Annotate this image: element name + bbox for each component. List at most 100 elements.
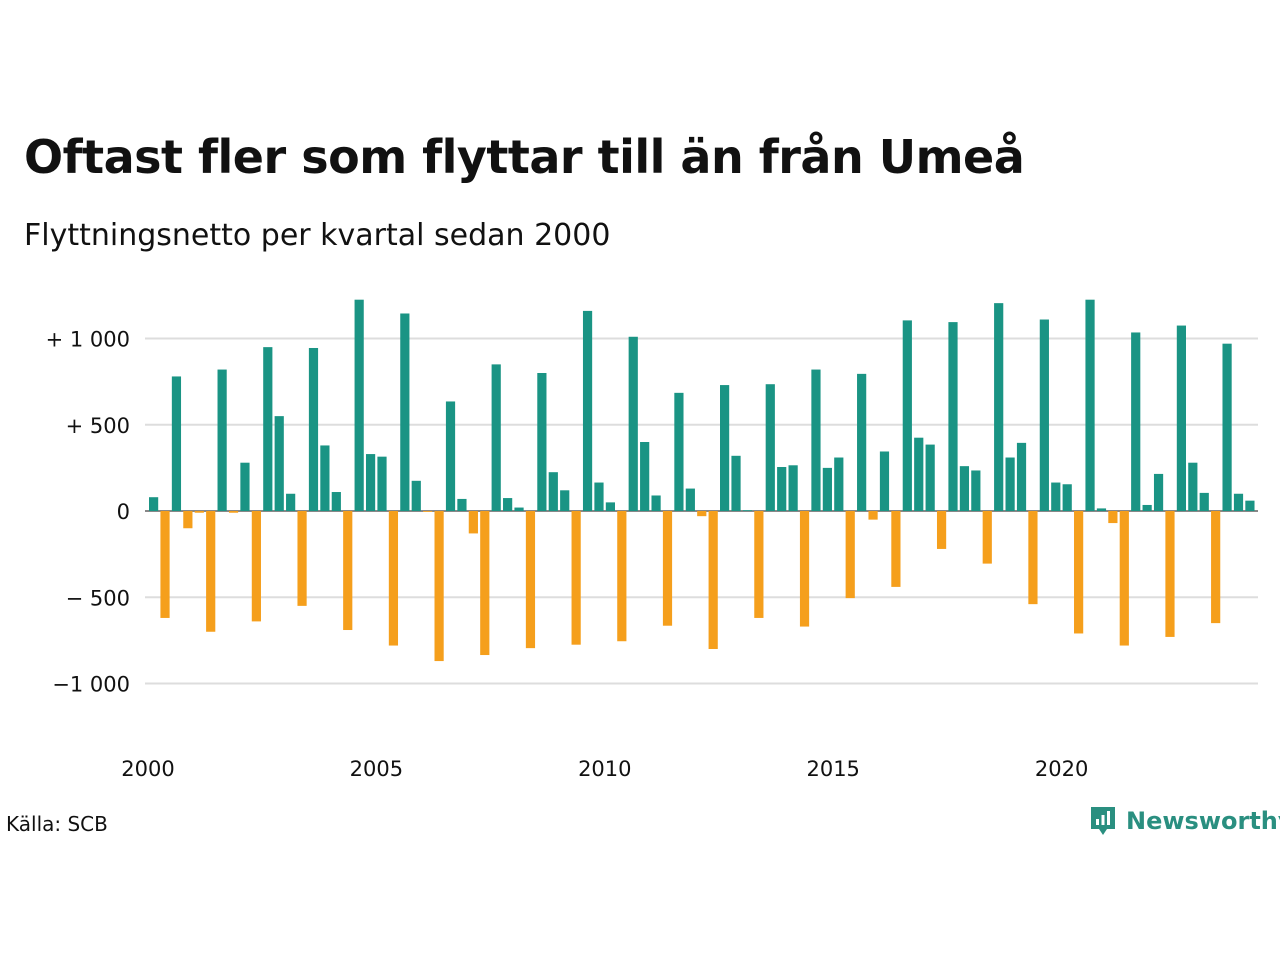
bar	[1028, 511, 1038, 605]
bar	[822, 467, 832, 512]
bar	[959, 466, 970, 511]
bar	[1119, 511, 1129, 646]
bar	[1016, 442, 1027, 511]
bar	[914, 437, 924, 511]
bar	[1062, 484, 1072, 511]
bar	[411, 480, 421, 511]
bar	[754, 511, 764, 618]
bar	[651, 495, 661, 511]
bar	[582, 310, 593, 511]
bar	[845, 511, 855, 599]
bar	[742, 510, 753, 511]
bar	[1188, 462, 1198, 511]
bar	[503, 498, 513, 511]
bar	[286, 493, 296, 511]
bar	[994, 303, 1004, 511]
bar	[194, 511, 204, 513]
bar	[457, 498, 467, 511]
bar	[982, 511, 992, 564]
bar	[171, 376, 182, 511]
bar	[868, 511, 878, 520]
x-tick-label: 2005	[350, 757, 403, 781]
y-axis-labels: + 1 000 + 500 0 − 500 −1 000	[46, 328, 130, 697]
bar	[365, 454, 376, 511]
bar	[423, 511, 433, 512]
bar	[343, 511, 353, 631]
bar	[445, 401, 456, 511]
y-tick-label: −1 000	[52, 673, 130, 697]
bar	[674, 392, 684, 511]
bar	[297, 511, 307, 606]
bar	[685, 488, 695, 511]
x-tick-label: 2000	[121, 757, 174, 781]
bar	[491, 364, 501, 512]
bar	[263, 347, 273, 512]
chart-title: Oftast fler som flyttar till än från Ume…	[24, 130, 1025, 184]
bar	[720, 385, 730, 511]
bar	[788, 465, 798, 511]
bar	[1245, 500, 1255, 511]
bar	[1211, 511, 1221, 624]
bar	[183, 511, 193, 529]
bar	[251, 511, 261, 622]
bar	[857, 373, 867, 511]
bar	[811, 369, 821, 511]
bar	[1165, 511, 1175, 637]
bar	[708, 511, 718, 649]
y-tick-label: + 500	[66, 414, 130, 438]
bar	[149, 497, 159, 511]
bar	[377, 456, 387, 511]
bar	[1074, 511, 1084, 634]
x-tick-label: 2015	[806, 757, 859, 781]
bar	[240, 462, 250, 511]
bar	[628, 336, 638, 511]
bar	[217, 369, 227, 511]
bar	[468, 511, 478, 534]
chart-subtitle: Flyttningsnetto per kvartal sedan 2000	[24, 218, 611, 253]
bar	[971, 470, 981, 511]
bar	[560, 490, 570, 511]
bar	[354, 299, 364, 511]
bar	[697, 511, 707, 517]
bar	[388, 511, 399, 646]
x-axis-labels: 2000 2005 2010 2015 2020	[121, 757, 1088, 781]
bar	[662, 511, 673, 626]
bar	[1233, 493, 1244, 511]
bar	[206, 511, 216, 632]
bar	[331, 492, 341, 511]
bar	[936, 511, 947, 549]
bar	[891, 511, 901, 587]
bar	[1199, 492, 1209, 511]
bar	[320, 445, 330, 511]
bar	[1039, 319, 1049, 511]
y-tick-label: − 500	[66, 586, 130, 610]
bar	[1142, 504, 1152, 511]
bar	[1051, 482, 1061, 511]
bar	[1153, 473, 1164, 511]
bar	[948, 322, 958, 511]
bar	[902, 320, 912, 511]
y-tick-label: + 1 000	[46, 328, 130, 352]
bars	[149, 299, 1255, 662]
bar	[160, 511, 170, 618]
bar	[617, 511, 627, 642]
x-tick-label: 2020	[1035, 757, 1088, 781]
bar	[1096, 508, 1107, 511]
bar	[400, 313, 410, 511]
brand-name: Newsworthy	[1126, 807, 1280, 835]
bar	[308, 347, 319, 511]
bar	[731, 455, 741, 511]
bar	[1085, 299, 1095, 511]
bar	[514, 507, 524, 511]
bar	[834, 457, 844, 511]
bar	[525, 511, 536, 649]
bar	[1131, 332, 1141, 511]
bar	[640, 442, 650, 511]
bar	[434, 511, 444, 662]
bar	[571, 511, 581, 645]
bar	[1005, 457, 1015, 511]
brand-logo: Newsworthy	[1088, 804, 1280, 838]
bar	[1108, 511, 1118, 524]
bar	[228, 511, 239, 513]
